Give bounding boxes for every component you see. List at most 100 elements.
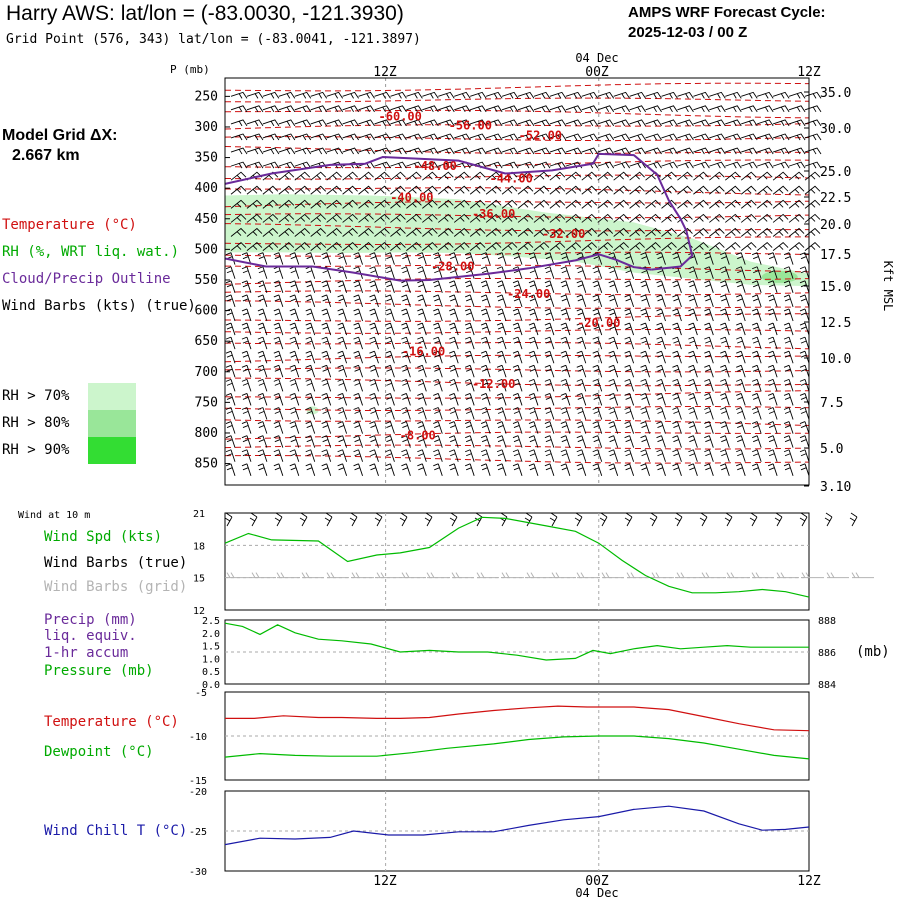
wind-barb <box>358 133 375 141</box>
main-panel-frame <box>224 77 810 486</box>
wind-barb <box>799 252 810 265</box>
wind-barb <box>401 252 411 265</box>
wind-barb <box>401 294 411 308</box>
wind-barb <box>470 147 487 155</box>
wind-barb-grid <box>526 572 549 579</box>
wind-barb <box>645 119 662 127</box>
wind-barb <box>528 364 539 378</box>
rh70-swatch <box>88 383 136 410</box>
wind-barb <box>736 378 746 392</box>
wind-barb <box>799 407 810 420</box>
wind-barb <box>528 280 539 293</box>
wind-barb <box>688 322 698 336</box>
isotherm-line-18 <box>224 313 810 322</box>
wind-barb <box>480 322 491 336</box>
wind-barb <box>560 252 571 265</box>
wind-barb <box>740 171 757 181</box>
wind-barb <box>608 336 619 350</box>
wind-barb <box>757 161 774 169</box>
wind-barb <box>693 213 709 223</box>
wind-barb <box>517 105 535 113</box>
wind-barb <box>485 227 502 237</box>
wind-barb-grid <box>376 572 399 579</box>
wind-barb <box>326 185 342 195</box>
isotherm-line-29 <box>224 454 810 464</box>
wind-barb <box>278 171 295 181</box>
wind-barb <box>549 185 566 195</box>
wind-barb <box>464 252 475 265</box>
wind-barb <box>305 421 316 434</box>
wind-barb <box>788 147 806 155</box>
wind-barb <box>257 322 268 336</box>
wind-barb <box>326 91 344 99</box>
wind-barb <box>262 119 280 127</box>
wind-barb-true <box>324 512 333 527</box>
wind-barb <box>289 266 300 279</box>
wind-barb-true <box>674 512 683 527</box>
wind-barb-true <box>224 512 233 527</box>
isotherm-line-24 <box>224 390 810 399</box>
wind-barb-true <box>549 512 558 527</box>
label-1hr-accum: 1-hr accum <box>44 645 129 661</box>
wind-barb <box>565 199 582 209</box>
wind-barb <box>385 393 395 406</box>
wind-barb <box>645 105 662 113</box>
isotherm-line-6 <box>224 159 810 169</box>
isotherm-label: -12.00 <box>472 377 515 391</box>
height-tick-label: 22.5 <box>820 191 851 206</box>
wind-barb <box>549 161 567 169</box>
wind-barb <box>422 133 439 141</box>
wind-barb <box>533 161 551 169</box>
wind-barb <box>613 213 629 223</box>
wind-barb <box>485 105 503 113</box>
pressure-axis-label: P (mb) <box>170 63 210 76</box>
wind-barb <box>469 213 486 223</box>
wind-barb <box>480 421 491 434</box>
wind-barb <box>353 393 363 406</box>
wind-barb <box>533 213 550 223</box>
wind-barb <box>677 185 693 195</box>
wind-barb <box>273 294 284 308</box>
wind-barb <box>342 171 358 181</box>
wind-barb <box>704 266 714 279</box>
wind-barb <box>629 171 645 181</box>
wind-barb <box>725 147 742 155</box>
wind-barb <box>757 105 774 113</box>
wind-barb <box>597 241 614 251</box>
wind-barb <box>677 91 694 99</box>
wind-barb <box>544 393 555 406</box>
wind-barb <box>469 241 486 251</box>
wind-barb-true <box>599 512 608 527</box>
wind-barb <box>337 280 348 293</box>
pressure-y-tick: 884 <box>818 680 836 691</box>
wind-barb <box>310 91 328 99</box>
wind-barb-grid <box>626 572 649 579</box>
pressure-tick-label: 650 <box>195 334 218 349</box>
wind-barb <box>783 378 794 392</box>
isotherm-line-2 <box>224 109 810 119</box>
wind-10m-title: Wind at 10 m <box>18 510 91 521</box>
label-temperature: Temperature (°C) <box>44 714 179 730</box>
wind-barb <box>672 393 682 406</box>
wind-barb <box>629 119 646 127</box>
wind-barb <box>262 241 279 251</box>
wind-barb <box>369 322 379 336</box>
wind-barb <box>725 133 742 141</box>
wind-barb <box>470 133 487 141</box>
wind-barb <box>358 199 374 209</box>
wind-barb <box>592 322 603 336</box>
wind-barb <box>464 435 475 448</box>
wind-barb <box>624 322 635 336</box>
wind-y-tick: 12 <box>193 606 205 617</box>
wind-barb <box>480 294 491 308</box>
wind-barb <box>661 171 677 181</box>
wind-barb <box>342 105 359 113</box>
wind-barb <box>438 91 455 99</box>
wind-barb <box>321 308 332 322</box>
wind-barb <box>640 378 650 392</box>
wind-barb <box>751 350 762 364</box>
wind-barb <box>788 105 806 113</box>
forecast-cycle-label: AMPS WRF Forecast Cycle: <box>628 4 826 21</box>
wind-barb <box>688 364 698 378</box>
wind-barb <box>693 171 709 181</box>
